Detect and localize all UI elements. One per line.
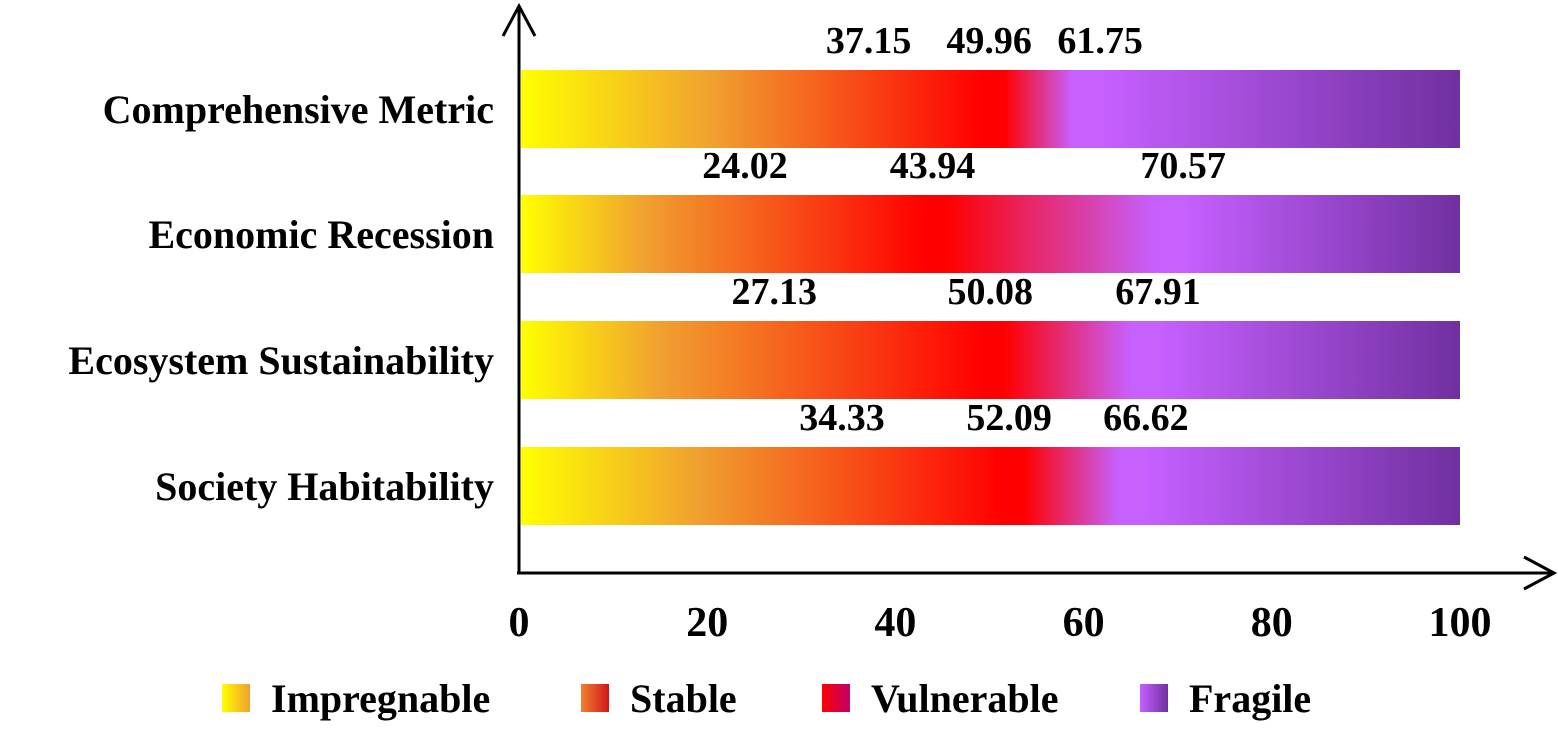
category-label: Economic Recession — [148, 212, 494, 257]
axes-group — [501, 2, 1558, 591]
threshold-label: 34.33 — [799, 397, 885, 439]
threshold-label: 37.15 — [826, 20, 912, 62]
x-tick-label: 40 — [874, 600, 916, 646]
legend: Impregnable Stable Vulnerable Fragile — [222, 676, 1311, 721]
threshold-label: 52.09 — [966, 397, 1052, 439]
bar-1 — [521, 195, 1460, 273]
legend-label: Impregnable — [271, 676, 490, 721]
x-tick-label: 0 — [509, 600, 530, 646]
category-label: Society Habitability — [155, 464, 494, 509]
threshold-label: 67.91 — [1115, 271, 1201, 313]
threshold-label: 66.62 — [1103, 397, 1189, 439]
category-label: Ecosystem Sustainability — [68, 338, 494, 383]
x-tick-label: 20 — [686, 600, 728, 646]
x-tick-label: 80 — [1251, 600, 1293, 646]
threshold-label: 24.02 — [702, 145, 788, 187]
x-axis-arrow — [1523, 555, 1558, 591]
legend-label: Stable — [630, 676, 737, 721]
legend-swatch — [222, 684, 250, 712]
x-tick-label: 60 — [1063, 600, 1105, 646]
threshold-label: 27.13 — [732, 271, 818, 313]
y-axis-arrow — [501, 2, 537, 37]
threshold-label: 43.94 — [890, 145, 976, 187]
legend-swatch — [581, 684, 609, 712]
category-label: Comprehensive Metric — [103, 87, 494, 132]
legend-swatch — [1140, 684, 1168, 712]
x-tick-labels: 0 20 40 60 80 100 — [509, 600, 1492, 646]
bars-group: Comprehensive Metric 37.15 49.96 61.75 Econo… — [68, 20, 1460, 525]
threshold-label: 49.96 — [946, 20, 1032, 62]
threshold-label: 70.57 — [1140, 145, 1226, 187]
threshold-label: 61.75 — [1057, 20, 1143, 62]
bar-0 — [521, 70, 1460, 148]
legend-label: Fragile — [1189, 676, 1311, 721]
x-tick-label: 100 — [1429, 600, 1492, 646]
bar-2 — [521, 321, 1460, 399]
bar-3 — [521, 447, 1460, 525]
threshold-label: 50.08 — [948, 271, 1034, 313]
legend-swatch — [822, 684, 850, 712]
legend-label: Vulnerable — [871, 676, 1058, 721]
